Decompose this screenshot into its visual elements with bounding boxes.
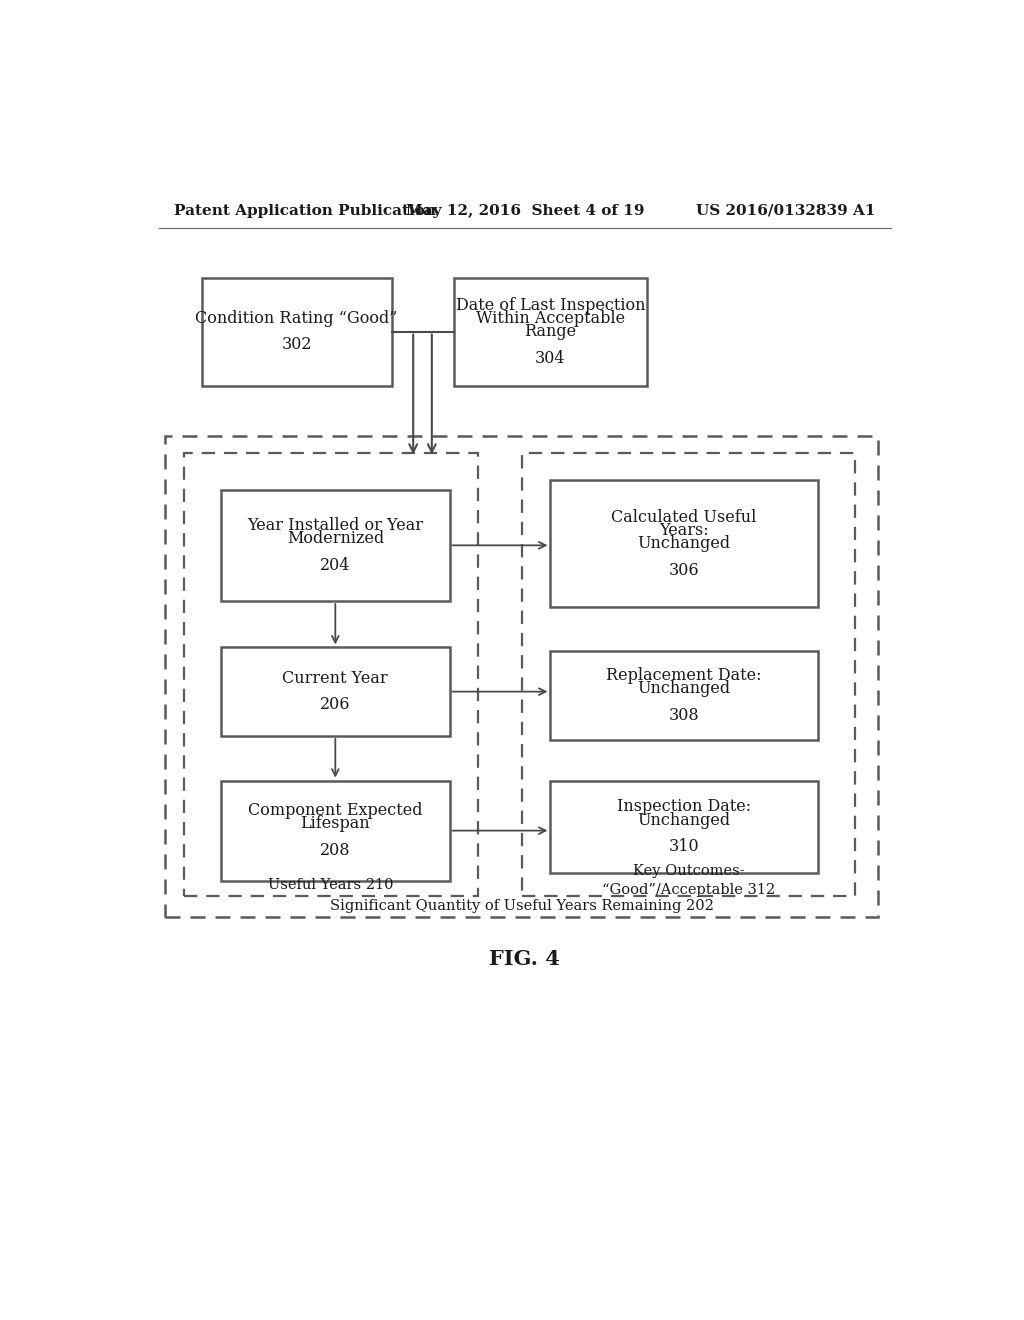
Bar: [202, 277, 391, 385]
Text: 306: 306: [669, 562, 699, 579]
Text: Significant Quantity of Useful Years Remaining 202: Significant Quantity of Useful Years Rem…: [330, 899, 714, 913]
Text: 208: 208: [321, 842, 350, 859]
Text: 206: 206: [321, 697, 350, 713]
Text: Range: Range: [524, 323, 577, 341]
Text: Calculated Useful: Calculated Useful: [611, 508, 757, 525]
Text: FIG. 4: FIG. 4: [489, 949, 560, 969]
Bar: [454, 277, 647, 385]
Text: Years:: Years:: [659, 521, 709, 539]
Text: 302: 302: [282, 337, 312, 354]
Text: Year Installed or Year: Year Installed or Year: [248, 517, 423, 533]
Text: Date of Last Inspection: Date of Last Inspection: [456, 297, 645, 314]
Text: Useful Years 210: Useful Years 210: [268, 878, 394, 892]
Text: Within Acceptable: Within Acceptable: [476, 310, 625, 327]
Bar: [221, 780, 450, 880]
Bar: [221, 647, 450, 737]
Bar: [550, 651, 818, 739]
Text: Patent Application Publication: Patent Application Publication: [174, 203, 436, 218]
Bar: [165, 436, 879, 917]
Text: Component Expected: Component Expected: [248, 803, 423, 820]
Text: Unchanged: Unchanged: [638, 812, 731, 829]
Bar: [221, 490, 450, 601]
Text: 308: 308: [669, 708, 699, 723]
Bar: [183, 453, 478, 896]
Text: Modernized: Modernized: [287, 531, 384, 548]
Text: US 2016/0132839 A1: US 2016/0132839 A1: [696, 203, 876, 218]
Bar: [550, 480, 818, 607]
Text: Lifespan: Lifespan: [300, 816, 370, 833]
Text: Key Outcomes-
“Good”/Acceptable 312: Key Outcomes- “Good”/Acceptable 312: [602, 865, 775, 896]
Text: 310: 310: [669, 838, 699, 855]
Bar: [550, 780, 818, 873]
Text: Unchanged: Unchanged: [638, 680, 731, 697]
Text: Replacement Date:: Replacement Date:: [606, 667, 762, 684]
Text: 304: 304: [536, 350, 565, 367]
Text: Unchanged: Unchanged: [638, 536, 731, 552]
Bar: [521, 453, 855, 896]
Text: 204: 204: [321, 557, 350, 574]
Text: Condition Rating “Good”: Condition Rating “Good”: [196, 310, 397, 327]
Text: Current Year: Current Year: [283, 669, 388, 686]
Text: May 12, 2016  Sheet 4 of 19: May 12, 2016 Sheet 4 of 19: [406, 203, 644, 218]
Text: Inspection Date:: Inspection Date:: [617, 799, 752, 816]
